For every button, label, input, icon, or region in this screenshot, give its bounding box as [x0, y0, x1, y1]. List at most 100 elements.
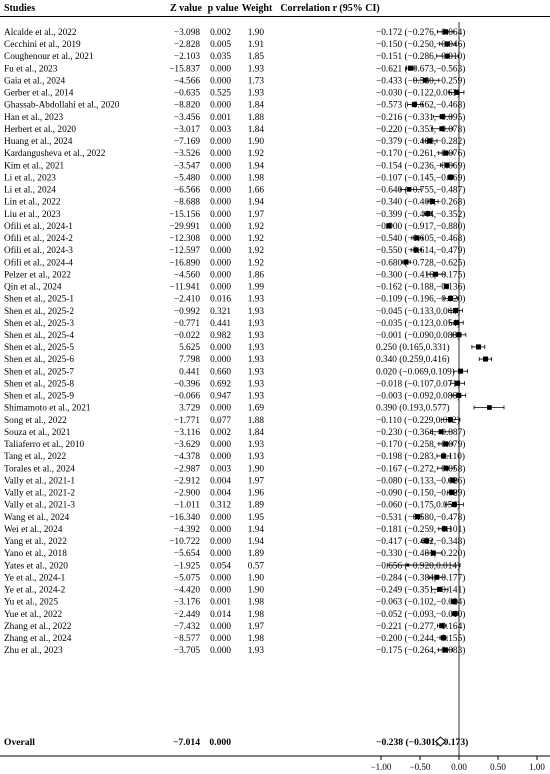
weight-value: 1.88 [248, 113, 265, 123]
effect-marker [447, 417, 453, 423]
effect-marker [415, 514, 421, 520]
z-value: −2.987 [174, 464, 201, 474]
correlation-ci-text: −0.900 (−0.917,−0.880) [376, 221, 465, 232]
weight-value: 1.98 [248, 173, 265, 183]
weight-value: 1.90 [248, 586, 265, 596]
study-name: Alcalde et al., 2022 [4, 28, 77, 38]
study-row: Souza et al., 2021 −3.116 0.002 1.84 −0.230 … [4, 427, 465, 438]
correlation-ci-text: −0.018 (−0.107,0.071) [376, 378, 460, 389]
correlation-ci-text: −0.003 (−0.092,0.086) [376, 391, 460, 402]
study-name: Zhang et al., 2024 [4, 634, 72, 644]
weight-value: 1.94 [248, 198, 265, 208]
correlation-ci-text: −0.200 (−0.244,−0.155) [376, 633, 465, 644]
z-value: −2.410 [174, 295, 201, 305]
correlation-ci-text: −0.167 (−0.272,−0.058) [376, 463, 465, 474]
weight-value: 1.93 [248, 379, 265, 389]
p-value: 0.000 [210, 343, 231, 353]
x-tick-label: 0.50 [490, 762, 506, 772]
x-tick-label: −0.50 [410, 762, 431, 772]
p-value: 0.002 [210, 28, 231, 38]
study-row: Yates et al., 2020 −1.925 0.054 0.57 −0.656 … [4, 560, 460, 571]
study-name: Coughenour et al., 2021 [4, 52, 94, 62]
z-value: −12.308 [169, 234, 200, 244]
overall-diamond [434, 736, 447, 747]
study-row: Li et al., 2023 −5.480 0.000 1.98 −0.107 (−0… [4, 172, 465, 183]
overall-row: Overall −7.014 0.000 −0.238 (−0.301,−0.173) [4, 737, 468, 748]
p-value: 0.000 [210, 525, 231, 535]
effect-marker [447, 295, 454, 301]
effect-marker [443, 465, 449, 471]
weight-value: 1.93 [248, 307, 265, 317]
p-value: 0.000 [210, 101, 231, 111]
weight-value: 1.92 [248, 246, 265, 256]
study-row: Ofili et al., 2024-3 −12.597 0.000 1.92 −0.5… [4, 245, 465, 256]
z-value: −3.098 [174, 28, 201, 38]
study-name: Kardangusheva et al., 2022 [4, 149, 106, 159]
header-row: Studies Z value p value Weight Correlati… [4, 3, 380, 14]
study-name: Vally et al., 2021-2 [4, 489, 75, 499]
correlation-ci-text: −0.151 (−0.286,−0.010) [376, 51, 465, 62]
effect-marker [422, 77, 428, 83]
study-name: Shen et al., 2025-2 [4, 307, 74, 317]
study-row: Lin et al., 2022 −8.688 0.000 1.94 −0.340 (−… [4, 197, 465, 208]
z-value: −3.176 [174, 598, 201, 608]
study-name: Ghassab-Abdollahi et al., 2020 [4, 101, 120, 111]
effect-marker [408, 65, 414, 71]
p-value: 0.692 [210, 379, 231, 389]
weight-value: 1.93 [248, 295, 265, 305]
correlation-ci-text: −0.107 (−0.145,−0.069) [376, 172, 465, 183]
p-value: 0.001 [210, 598, 231, 608]
z-value: −6.566 [174, 186, 201, 196]
weight-value: 1.93 [248, 392, 265, 402]
effect-marker [444, 41, 450, 47]
z-value: −3.116 [174, 428, 200, 438]
z-value: −3.017 [174, 125, 201, 135]
z-value: 3.729 [179, 404, 200, 414]
effect-marker [451, 501, 457, 507]
effect-marker [423, 538, 430, 544]
p-value: 0.000 [210, 513, 231, 523]
p-value: 0.054 [210, 561, 231, 571]
effect-marker [444, 162, 450, 168]
z-value: −3.629 [174, 440, 201, 450]
effect-marker [411, 102, 417, 107]
weight-value: 1.84 [248, 101, 265, 111]
correlation-ci-text: −0.300 (−0.416,−0.175) [376, 269, 465, 280]
studies-header: Studies [4, 3, 35, 14]
weight-value: 1.90 [248, 137, 265, 147]
z-value: −8.577 [174, 634, 201, 644]
p-value: 0.016 [210, 295, 231, 305]
weight-header: Weight [242, 3, 273, 14]
study-name: Li et al., 2023 [4, 173, 56, 183]
z-value: −4.378 [174, 452, 201, 462]
study-row: Vally et al., 2021-1 −2.912 0.004 1.97 −0.08… [4, 475, 465, 486]
weight-value: 1.97 [248, 210, 265, 220]
study-row: Shen et al., 2025-2 −0.992 0.321 1.93 −0.045… [4, 306, 460, 317]
study-name: Han et al., 2023 [4, 113, 63, 123]
effect-marker [414, 235, 420, 241]
z-value: −3.526 [174, 149, 201, 159]
weight-value: 1.90 [248, 573, 265, 583]
correlation-ci-text: −0.052 (−0.093,−0.010) [376, 609, 465, 620]
z-value: 7.798 [179, 355, 200, 365]
weight-value: 1.88 [248, 416, 265, 426]
study-name: Herbert et al., 2020 [4, 125, 76, 135]
correlation-ci-text: −0.550 (−0.614,−0.479) [376, 245, 465, 256]
study-row: Shen et al., 2025-9 −0.066 0.947 1.93 −0.003… [4, 391, 460, 402]
study-name: Wang et al., 2024 [4, 513, 69, 523]
effect-marker [452, 308, 459, 314]
z-value: −7.169 [174, 137, 201, 147]
effect-marker [487, 405, 492, 410]
correlation-ci-text: 0.250 (0.165,0.331) [376, 342, 450, 353]
correlation-ci-text: −0.110 (−0.229,0.012) [376, 415, 460, 426]
weight-value: 1.92 [248, 258, 265, 268]
p-value: 0.000 [210, 404, 231, 414]
z-value: −3.705 [174, 646, 201, 656]
p-value: 0.005 [210, 40, 231, 50]
p-value: 0.000 [210, 149, 231, 159]
weight-value: 1.92 [248, 234, 265, 244]
study-name: Ofili et al., 2024-3 [4, 245, 73, 256]
study-row: Gaia et al., 2024 −4.566 0.000 1.73 −0.433 (… [4, 75, 465, 86]
weight-value: 0.57 [248, 561, 265, 571]
p-value: 0.947 [210, 392, 231, 402]
